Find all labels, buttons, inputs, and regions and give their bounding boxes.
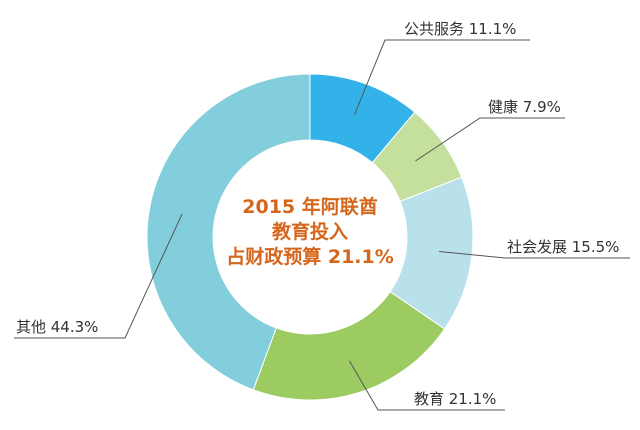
chart-title-line-2: 教育投入 [271, 221, 348, 243]
leader-line [415, 117, 565, 162]
leader-line [353, 39, 530, 116]
chart-title: 2015 年阿联酋 教育投入 占财政预算 21.1% [200, 195, 420, 270]
slice-label: 教育 21.1% [414, 390, 496, 408]
leader-line [14, 213, 183, 339]
slice-label: 公共服务 11.1% [404, 20, 516, 38]
slice-label: 其他 44.3% [16, 318, 98, 336]
pie-slice [252, 291, 446, 401]
slice-label: 健康 7.9% [488, 98, 561, 116]
chart-title-line-1: 2015 年阿联酋 [242, 196, 378, 218]
slice-label: 社会发展 15.5% [507, 238, 619, 256]
chart-title-line-3: 占财政预算 21.1% [226, 246, 394, 268]
leader-line [349, 360, 505, 411]
leader-line [439, 250, 630, 259]
pie-slice [146, 73, 311, 391]
